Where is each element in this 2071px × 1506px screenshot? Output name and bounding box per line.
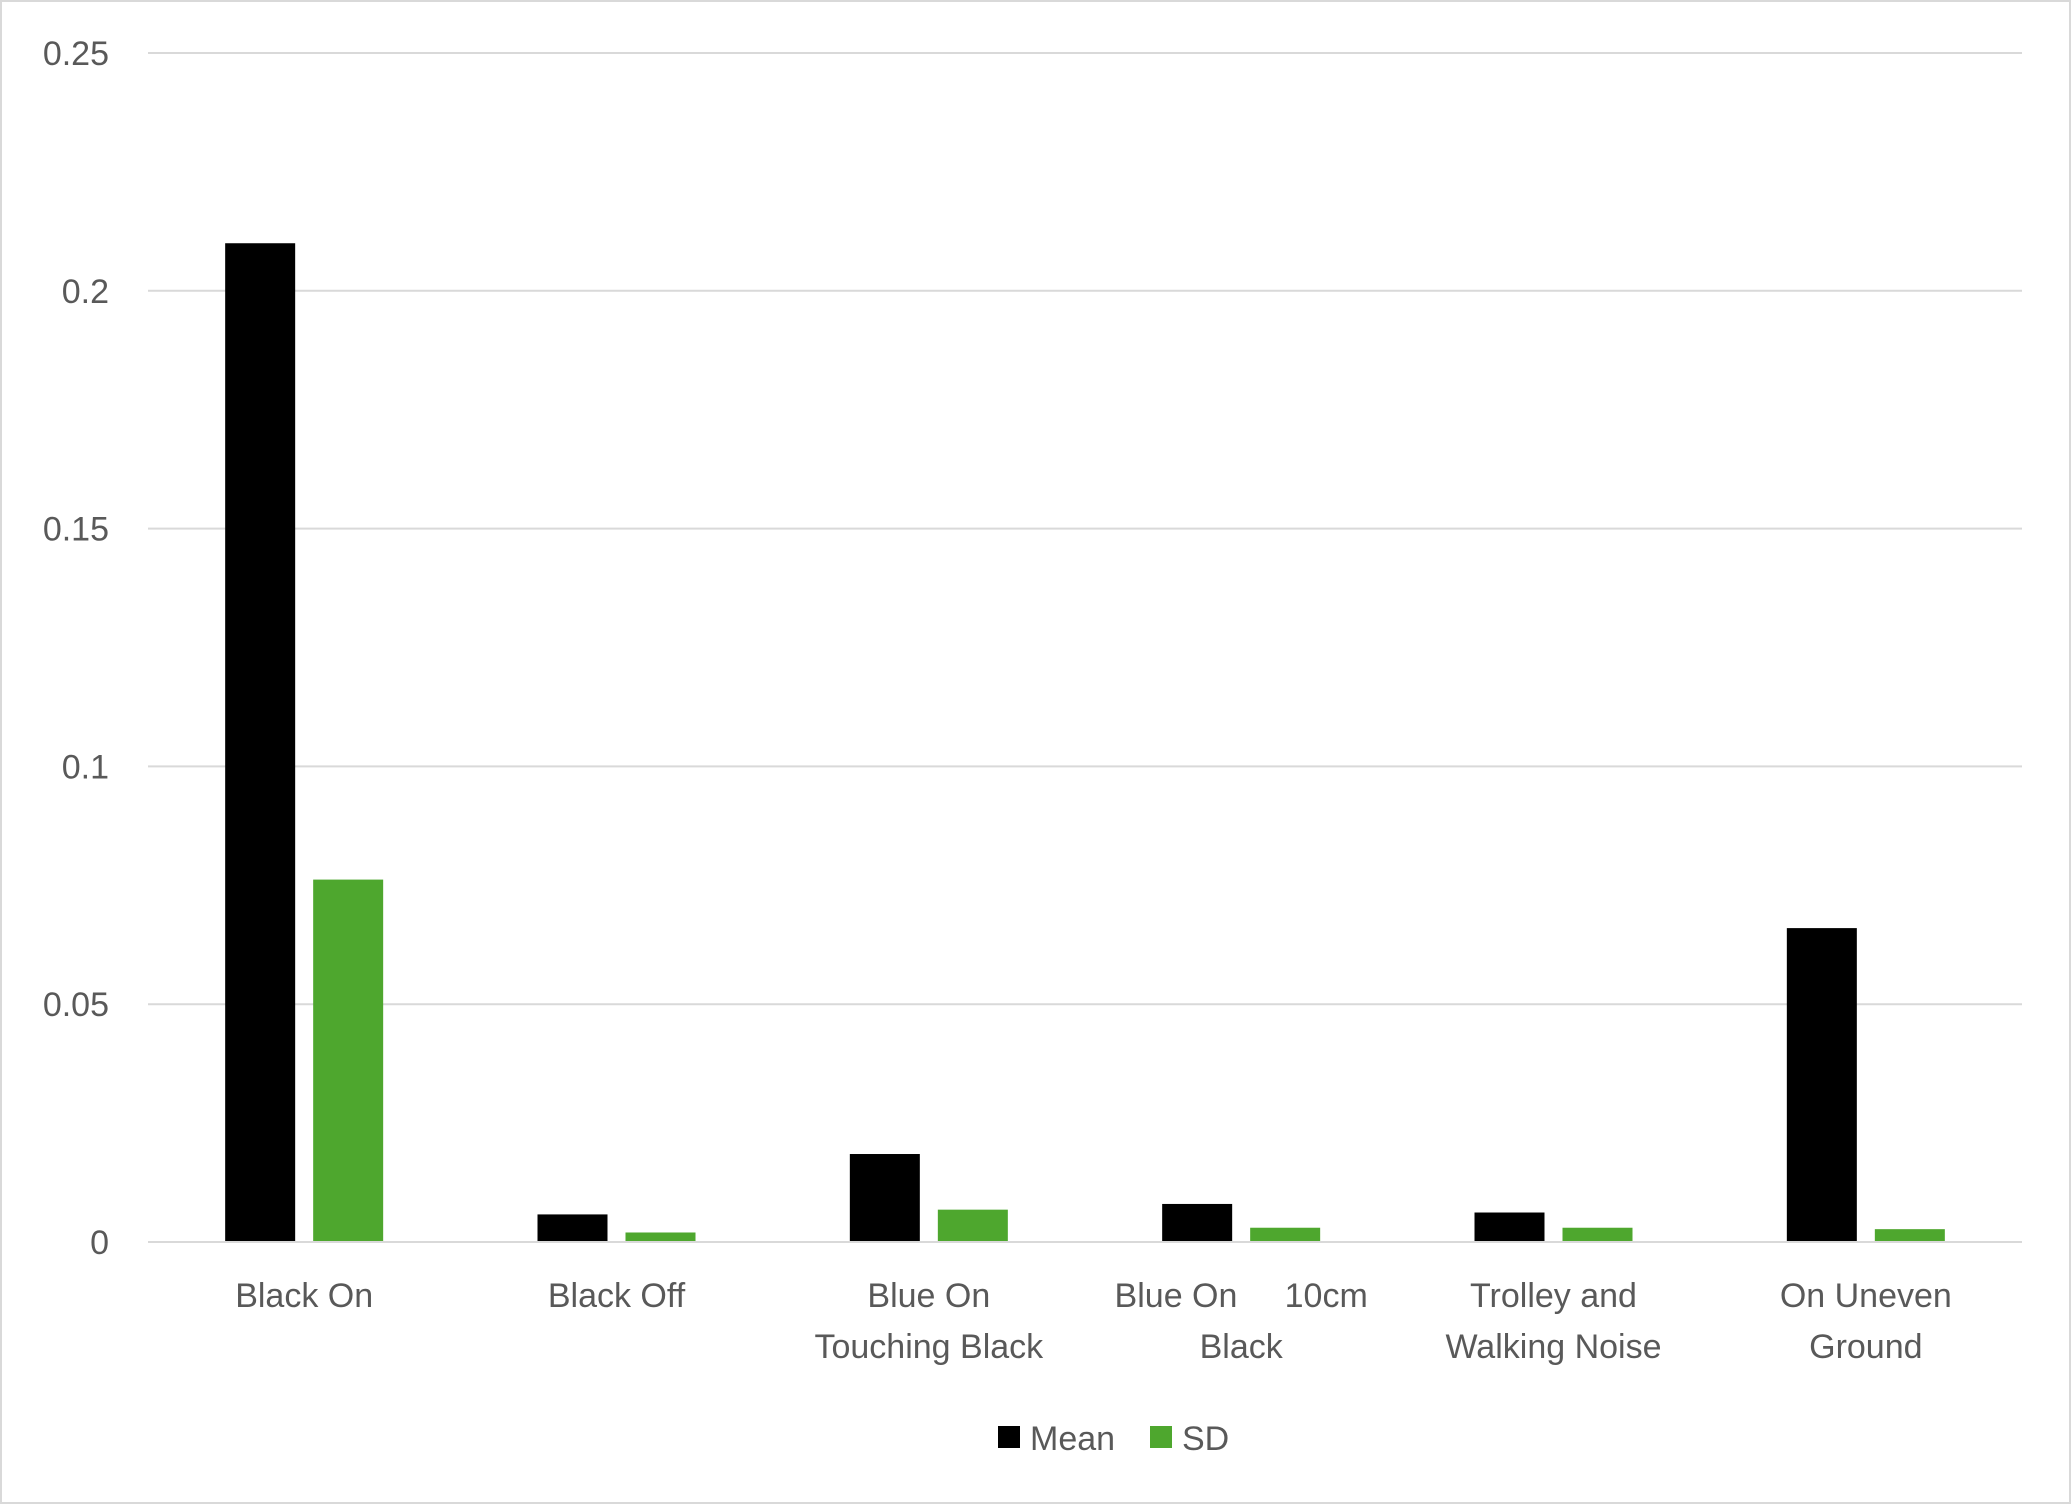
bar-mean-5	[1786, 928, 1857, 1242]
category-label: Black Off	[548, 1277, 686, 1315]
y-tick-label: 0.1	[62, 748, 109, 786]
category-label: On Uneven Ground	[1780, 1277, 1952, 1366]
bar-sd-3	[1250, 1227, 1321, 1242]
gridlines	[148, 52, 2022, 1006]
y-tick-label: 0.25	[43, 35, 109, 73]
category-label: Black On	[235, 1277, 373, 1315]
category-label: Trolley and Walking Noise	[1445, 1277, 1661, 1366]
category-label: Blue On Touching Black	[814, 1277, 1044, 1366]
y-tick-label: 0.15	[43, 511, 109, 549]
legend-swatch	[1150, 1426, 1172, 1448]
legend-swatch	[998, 1426, 1020, 1448]
bar-mean-4	[1474, 1212, 1545, 1242]
category-label: Blue On 10cm Black	[1115, 1277, 1368, 1366]
legend: Mean SD	[998, 1420, 1229, 1458]
bar-mean-0	[225, 243, 296, 1243]
x-axis-category-labels: Black On Black Off Blue On Touching Black Bl…	[235, 1277, 1952, 1366]
bar-mean-1	[537, 1214, 608, 1242]
bar-sd-5	[1874, 1229, 1945, 1242]
bar-sd-2	[937, 1209, 1008, 1242]
y-axis-tick-labels: 0 0.05 0.1 0.15 0.2 0.25	[43, 35, 109, 1262]
bar-mean-2	[849, 1154, 920, 1242]
legend-label: SD	[1182, 1420, 1229, 1458]
bar-sd-4	[1562, 1227, 1633, 1242]
y-tick-label: 0.05	[43, 986, 109, 1024]
legend-label: Mean	[1030, 1420, 1115, 1458]
legend-item-mean: Mean	[998, 1420, 1115, 1458]
bar-sd-1	[625, 1232, 696, 1242]
bar-sd-0	[313, 879, 384, 1242]
bars	[225, 243, 1945, 1243]
bar-mean-3	[1162, 1203, 1233, 1242]
legend-item-sd: SD	[1150, 1420, 1229, 1458]
y-tick-label: 0.2	[62, 273, 109, 311]
y-tick-label: 0	[90, 1224, 109, 1262]
